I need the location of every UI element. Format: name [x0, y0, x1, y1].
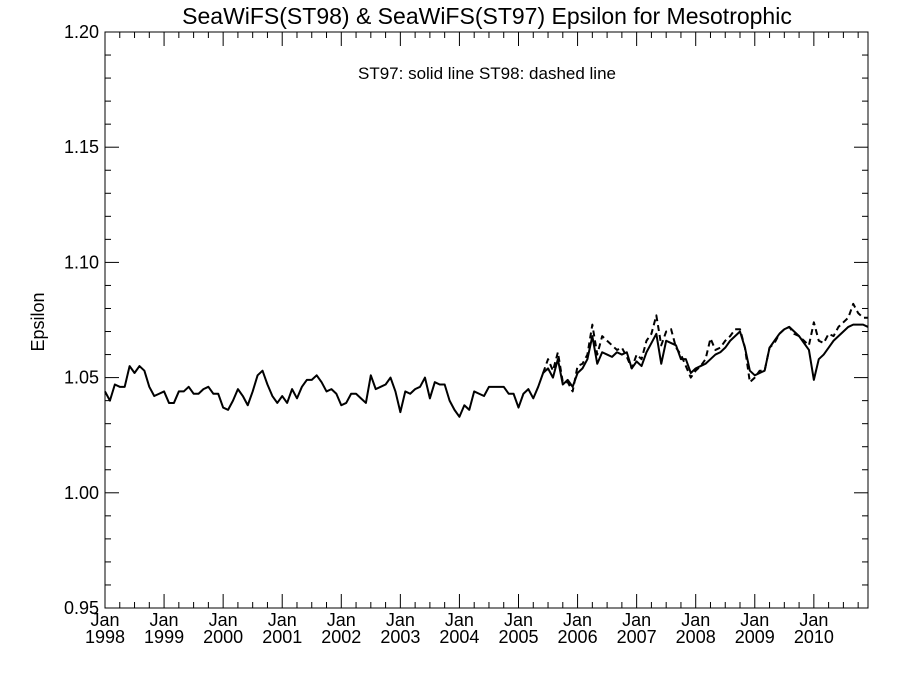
- x-tick-year-label: 2006: [558, 627, 598, 647]
- x-tick-year-label: 2002: [321, 627, 361, 647]
- x-tick-month-label: Jan: [563, 610, 592, 630]
- line-style-annotation: ST97: solid line ST98: dashed line: [358, 64, 616, 83]
- chart-title: SeaWiFS(ST98) & SeaWiFS(ST97) Epsilon fo…: [182, 3, 792, 29]
- x-tick-year-label: 2008: [676, 627, 716, 647]
- y-axis-label: Epsilon: [28, 292, 48, 351]
- y-tick-label: 1.05: [64, 368, 99, 388]
- y-tick-label: 1.00: [64, 483, 99, 503]
- x-tick-month-label: Jan: [90, 610, 119, 630]
- x-tick-year-label: 1999: [144, 627, 184, 647]
- x-tick-year-label: 2010: [794, 627, 834, 647]
- x-tick-month-label: Jan: [209, 610, 238, 630]
- x-tick-year-label: 2001: [262, 627, 302, 647]
- x-tick-year-label: 2004: [439, 627, 479, 647]
- x-tick-year-label: 2007: [617, 627, 657, 647]
- x-tick-month-label: Jan: [799, 610, 828, 630]
- series-line-st98: [542, 302, 868, 393]
- x-tick-month-label: Jan: [150, 610, 179, 630]
- x-tick-month-label: Jan: [681, 610, 710, 630]
- y-tick-label: 1.10: [64, 252, 99, 272]
- x-tick-month-label: Jan: [386, 610, 415, 630]
- y-tick-label: 0.95: [64, 598, 99, 618]
- x-tick-year-label: 2009: [735, 627, 775, 647]
- x-tick-year-label: 2003: [380, 627, 420, 647]
- x-tick-month-label: Jan: [622, 610, 651, 630]
- y-tick-label: 1.15: [64, 137, 99, 157]
- x-tick-year-label: 2005: [498, 627, 538, 647]
- plot-frame: [104, 31, 869, 609]
- x-tick-month-label: Jan: [740, 610, 769, 630]
- x-tick-month-label: Jan: [445, 610, 474, 630]
- x-tick-month-label: Jan: [327, 610, 356, 630]
- series-line-st97: [104, 323, 869, 418]
- x-tick-year-label: 1998: [85, 627, 125, 647]
- x-tick-month-label: Jan: [504, 610, 533, 630]
- x-tick-month-label: Jan: [268, 610, 297, 630]
- x-tick-year-label: 2000: [203, 627, 243, 647]
- y-tick-label: 1.20: [64, 22, 99, 42]
